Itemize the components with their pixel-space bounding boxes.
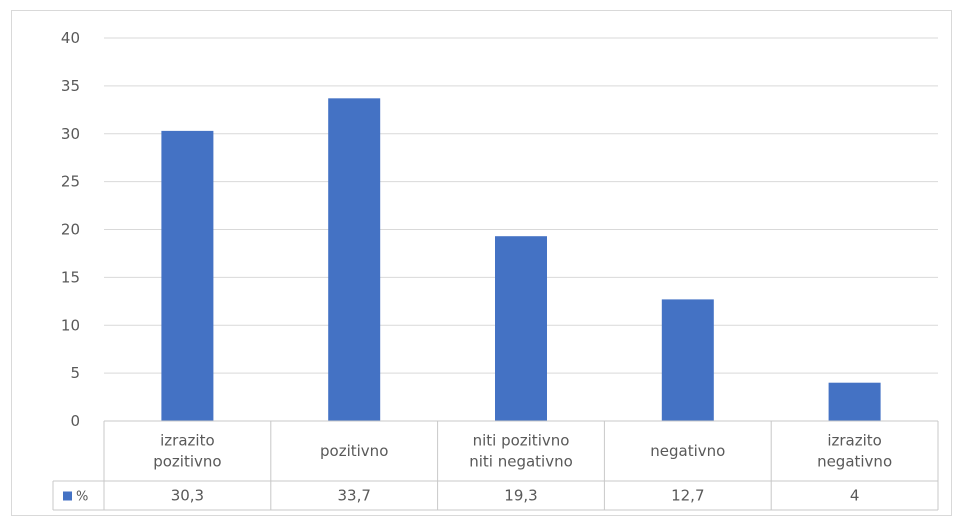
y-tick-label: 10 — [61, 316, 80, 334]
y-tick-label: 15 — [61, 268, 80, 286]
y-tick-label: 20 — [61, 221, 80, 239]
data-table-value: 4 — [850, 487, 860, 505]
bar — [495, 236, 547, 421]
category-label: izrazito negativno — [817, 432, 892, 471]
data-table-value: 12,7 — [671, 487, 704, 505]
y-tick-label: 40 — [61, 29, 80, 47]
data-table-value: 33,7 — [337, 487, 370, 505]
y-tick-label: 0 — [70, 412, 80, 430]
category-label: pozitivno — [320, 442, 388, 460]
category-label: negativno — [650, 442, 725, 460]
legend-swatch — [63, 491, 72, 501]
legend-label: % — [76, 490, 88, 505]
y-tick-label: 30 — [61, 125, 80, 143]
bar — [661, 299, 714, 421]
bar — [828, 382, 881, 421]
bar — [161, 130, 214, 421]
data-table-value: 19,3 — [504, 487, 537, 505]
data-table-value: 30,3 — [171, 487, 204, 505]
y-tick-label: 35 — [61, 77, 80, 95]
category-label: izrazito pozitivno — [153, 432, 221, 471]
category-label: niti pozitivno niti negativno — [469, 432, 573, 471]
bar — [328, 98, 381, 421]
y-tick-label: 5 — [70, 364, 80, 382]
y-tick-label: 25 — [61, 173, 80, 191]
